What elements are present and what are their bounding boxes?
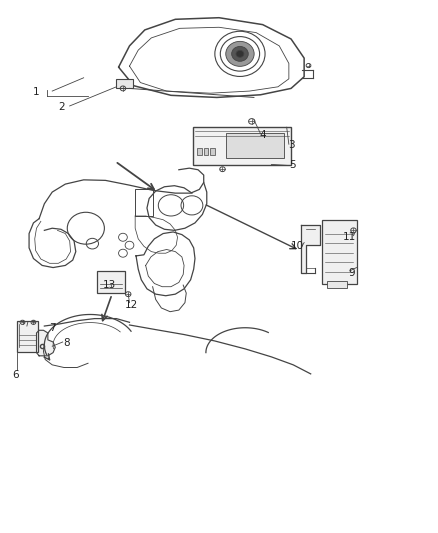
Text: 4: 4 [259, 130, 266, 140]
Text: 2: 2 [59, 102, 65, 112]
Text: 5: 5 [289, 160, 296, 171]
Text: 7: 7 [49, 322, 56, 333]
Bar [135, 189, 152, 216]
Bar [204, 148, 208, 155]
Bar [117, 79, 133, 88]
Text: 1: 1 [33, 87, 40, 97]
Text: 13: 13 [102, 280, 116, 290]
Text: 3: 3 [288, 140, 294, 150]
Text: 6: 6 [13, 370, 19, 381]
Text: 12: 12 [125, 300, 138, 310]
Polygon shape [36, 330, 55, 356]
Bar [197, 148, 201, 155]
Bar [193, 127, 291, 165]
Bar [226, 133, 285, 158]
Bar [327, 281, 347, 288]
Text: 9: 9 [349, 268, 356, 278]
Ellipse shape [236, 51, 244, 58]
Bar [321, 220, 357, 284]
Polygon shape [301, 225, 320, 273]
Bar [210, 148, 215, 155]
Text: 10: 10 [291, 241, 304, 251]
Bar [17, 321, 38, 352]
Text: 11: 11 [343, 232, 356, 243]
Ellipse shape [232, 46, 248, 61]
Text: 8: 8 [64, 338, 71, 348]
Ellipse shape [226, 42, 254, 66]
Bar [97, 271, 125, 293]
